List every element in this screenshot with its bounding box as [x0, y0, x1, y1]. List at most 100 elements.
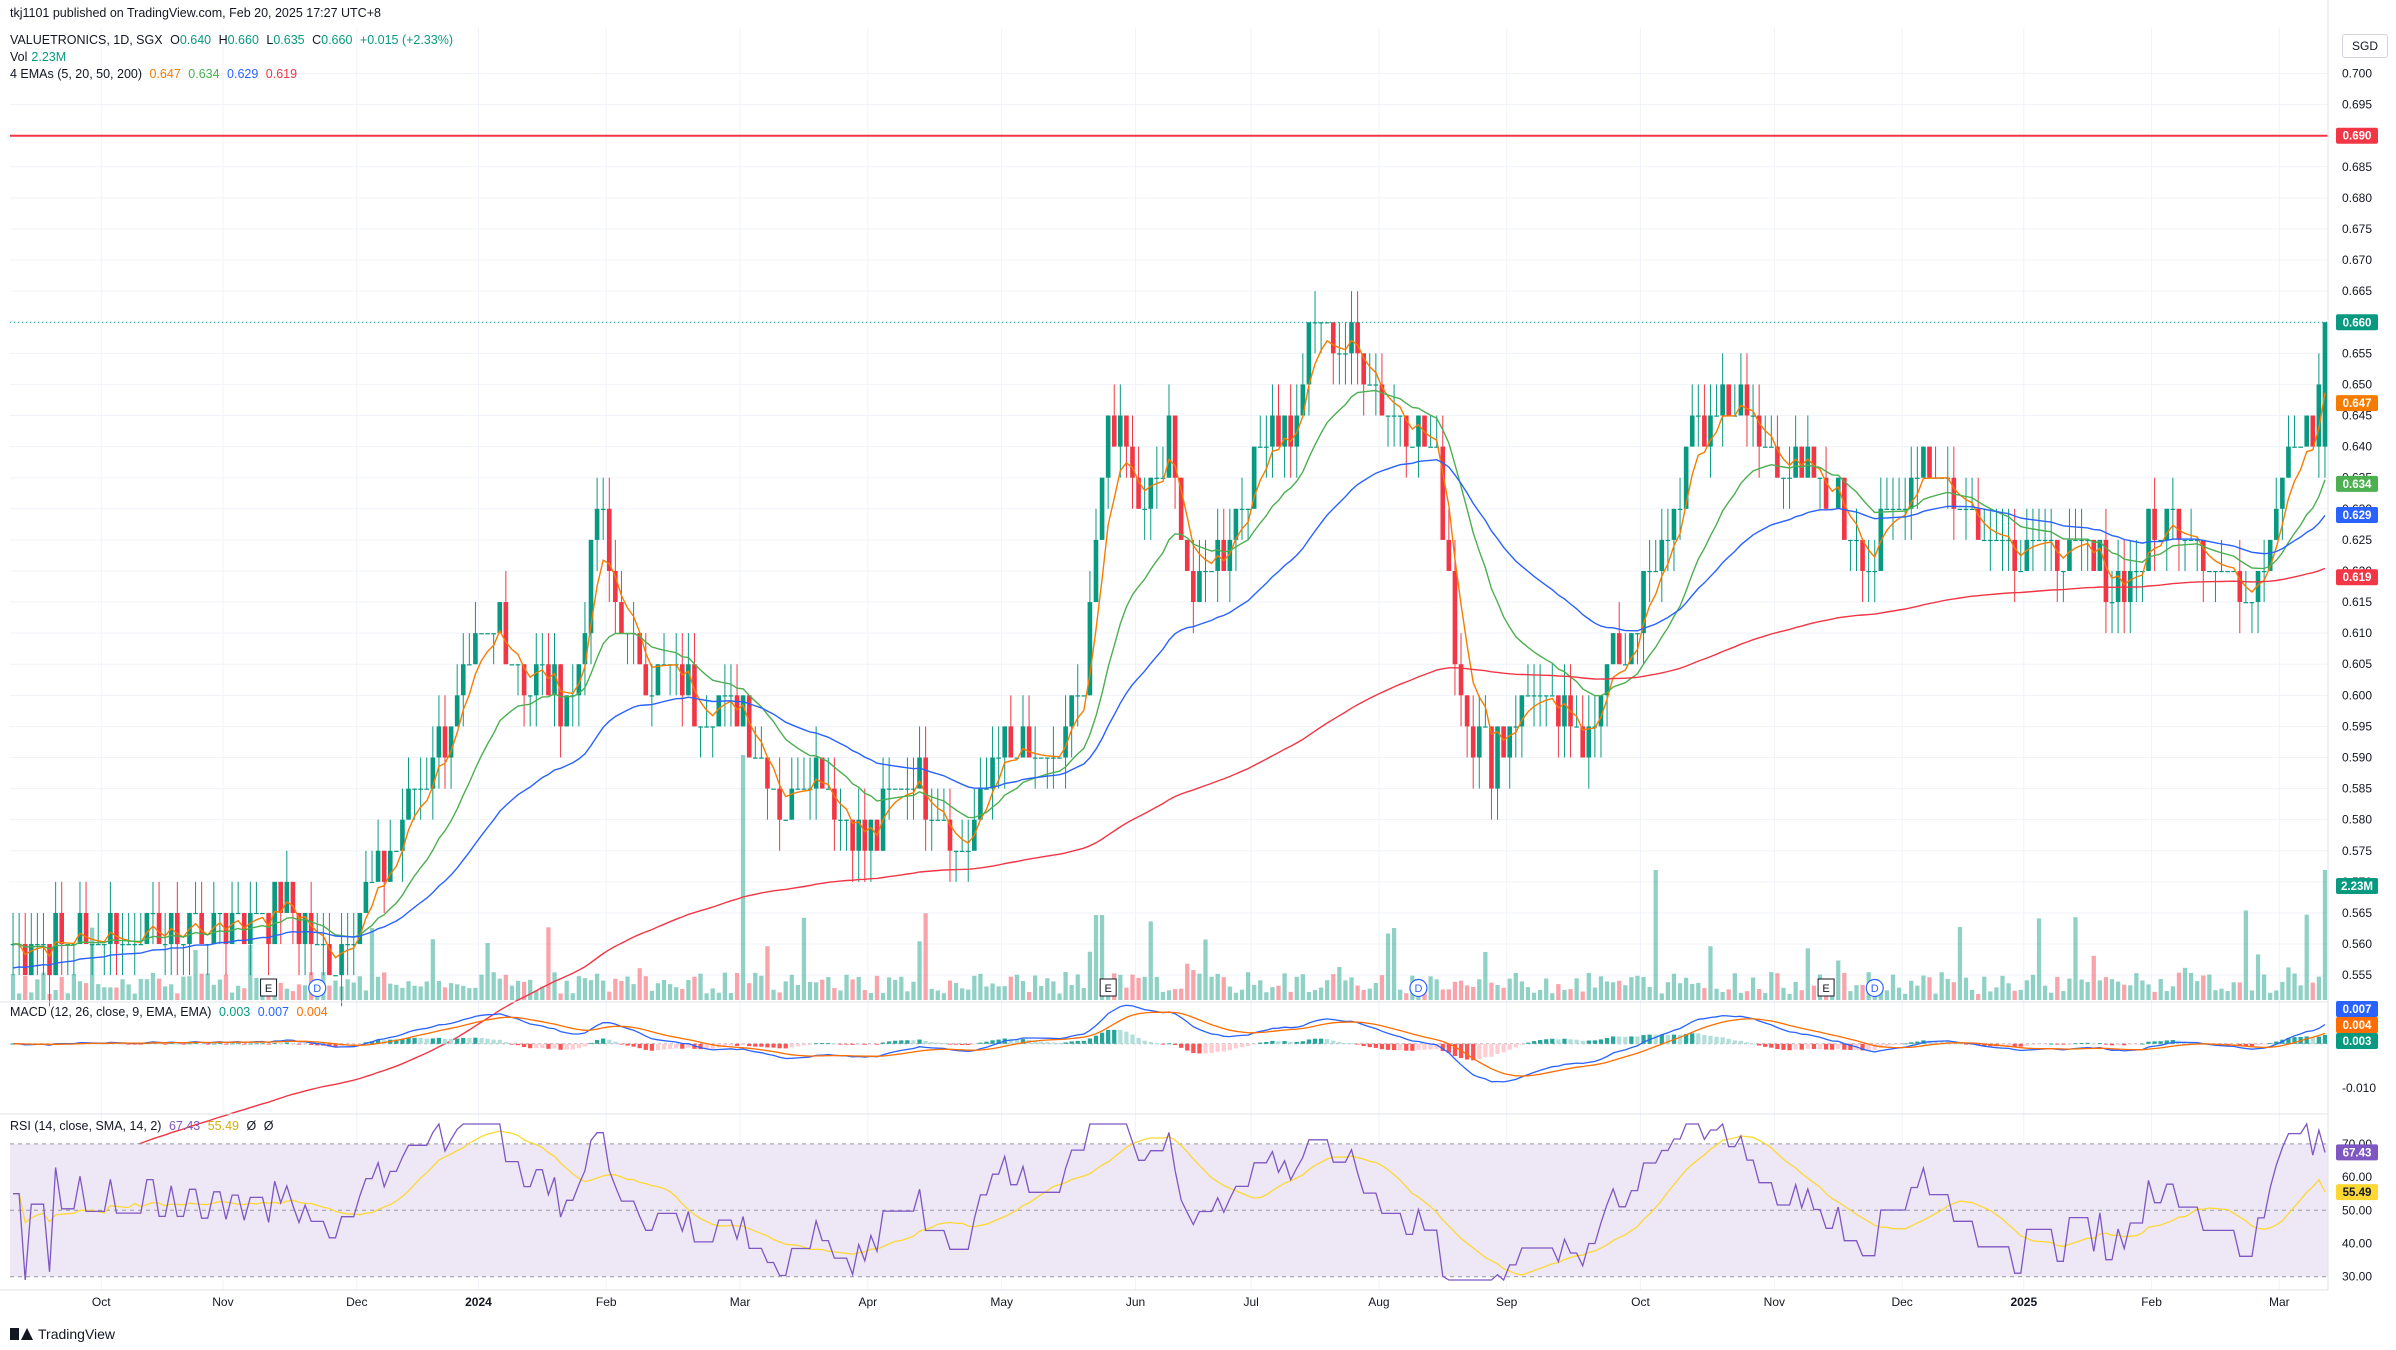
volume-bar: [515, 980, 521, 1000]
candle-body: [1166, 415, 1172, 478]
candle-body: [1647, 570, 1652, 573]
candle-body: [436, 726, 442, 758]
candle-body: [801, 788, 807, 790]
macd-histogram-bar: [1659, 1034, 1664, 1044]
volume-bar: [138, 978, 143, 1000]
macd-histogram-bar: [795, 1043, 801, 1047]
macd-histogram-bar: [1215, 1043, 1220, 1052]
macd-histogram-bar: [1106, 1029, 1111, 1044]
macd-histogram-bar: [1513, 1043, 1518, 1048]
macd-histogram-bar: [820, 1043, 825, 1044]
candle-body: [199, 912, 204, 945]
volume-bar: [953, 983, 959, 1000]
candle-body: [1659, 539, 1665, 571]
legend-volume[interactable]: Vol 2.23M: [10, 50, 67, 64]
volume-bar: [114, 987, 119, 1000]
candle-body: [716, 695, 722, 727]
volume-bar: [1732, 973, 1737, 1000]
candle-body: [308, 912, 314, 945]
macd-histogram-bar: [661, 1043, 667, 1050]
candle-body: [351, 944, 357, 946]
macd-histogram-bar: [2024, 1043, 2029, 1046]
volume-bar: [984, 986, 989, 1000]
volume-bar: [199, 973, 204, 1000]
legend-macd[interactable]: MACD (12, 26, close, 9, EMA, EMA) 0.003 …: [10, 1005, 328, 1019]
candle-body: [978, 788, 983, 820]
volume-bar: [1039, 985, 1044, 1000]
macd-histogram-bar: [698, 1043, 703, 1050]
rsi-ma-value-tag: 55.49: [2343, 1187, 2372, 1199]
candle-body: [1835, 477, 1841, 509]
macd-histogram-bar: [722, 1043, 727, 1047]
candle-body: [363, 881, 369, 913]
macd-histogram-bar: [2134, 1043, 2139, 1045]
volume-bar: [1805, 948, 1810, 1000]
volume-bar: [1738, 992, 1744, 1000]
volume-bar: [1130, 974, 1135, 1000]
macd-histogram-bar: [1464, 1043, 1470, 1060]
macd-histogram-bar: [1574, 1039, 1579, 1044]
volume-bar: [1787, 993, 1792, 1000]
macd-histogram-bar: [747, 1043, 752, 1047]
macd-histogram-bar: [2274, 1041, 2279, 1044]
macd-histogram-bar: [1702, 1035, 1707, 1044]
volume-bar: [1124, 987, 1129, 1000]
volume-bar: [1209, 976, 1214, 1000]
volume-bar: [789, 974, 794, 1000]
candle-body: [144, 912, 150, 945]
macd-histogram-bar: [1276, 1041, 1281, 1044]
ema-200-line: [12, 567, 2326, 1191]
macd-histogram-bar: [327, 1043, 332, 1047]
macd-histogram-bar: [990, 1040, 995, 1044]
macd-histogram-bar: [2042, 1043, 2048, 1045]
macd-histogram-bar: [138, 1043, 143, 1045]
macd-histogram-bar: [418, 1038, 423, 1044]
volume-bar: [2140, 980, 2145, 1000]
macd-histogram-bar: [223, 1043, 229, 1045]
macd-histogram-bar: [2140, 1043, 2145, 1045]
volume-bar: [1367, 988, 1372, 1000]
candle-body: [1908, 477, 1914, 509]
candle-body: [783, 819, 789, 821]
macd-histogram-bar: [309, 1043, 314, 1045]
legend-rsi[interactable]: RSI (14, close, SMA, 14, 2) 67.43 55.49 …: [10, 1119, 274, 1133]
candle-body: [1130, 446, 1135, 478]
macd-histogram-bar: [1130, 1034, 1135, 1044]
candle-body: [181, 944, 186, 946]
legend-symbol[interactable]: VALUETRONICS, 1D, SGX O0.640 H0.660 L0.6…: [10, 33, 457, 47]
candle-body: [321, 944, 326, 946]
macd-histogram-bar: [546, 1043, 551, 1049]
candle-body: [613, 570, 618, 603]
legend-emas[interactable]: 4 EMAs (5, 20, 50, 200) 0.647 0.634 0.62…: [10, 67, 298, 81]
volume-bar: [412, 985, 417, 1000]
macd-histogram-bar: [1288, 1041, 1293, 1044]
volume-bar: [1002, 986, 1007, 1000]
macd-histogram-bar: [2122, 1043, 2127, 1046]
candle-body: [850, 819, 855, 851]
volume-bar: [1604, 981, 1610, 1000]
volume-bar: [1179, 988, 1184, 1000]
volume-bar: [1495, 984, 1500, 1000]
currency-button[interactable]: SGD: [2342, 34, 2388, 58]
candle-body: [2036, 539, 2042, 542]
candle-body: [375, 850, 381, 882]
candle-body: [174, 912, 180, 945]
macd-histogram-bar: [911, 1040, 916, 1044]
volume-bar: [1477, 979, 1482, 1000]
macd-histogram-bar: [132, 1043, 137, 1045]
volume-bar: [649, 990, 654, 1000]
volume-bar: [1757, 989, 1762, 1000]
candle-body: [1032, 757, 1038, 759]
macd-histogram-bar: [2115, 1043, 2121, 1045]
volume-bar: [1020, 981, 1026, 1000]
price-tick-label: 0.555: [2342, 968, 2372, 982]
price-tags: 0.690 0.660 0.647 0.634 0.629 0.619 2.23M 0.007…: [2336, 127, 2378, 1201]
volume-bar: [229, 992, 235, 1000]
candle-body: [1300, 384, 1306, 416]
volume-bar: [2274, 990, 2279, 1000]
volume-bar: [1422, 991, 1427, 1000]
candle-body: [369, 881, 375, 884]
macd-histogram-bar: [1623, 1036, 1628, 1044]
